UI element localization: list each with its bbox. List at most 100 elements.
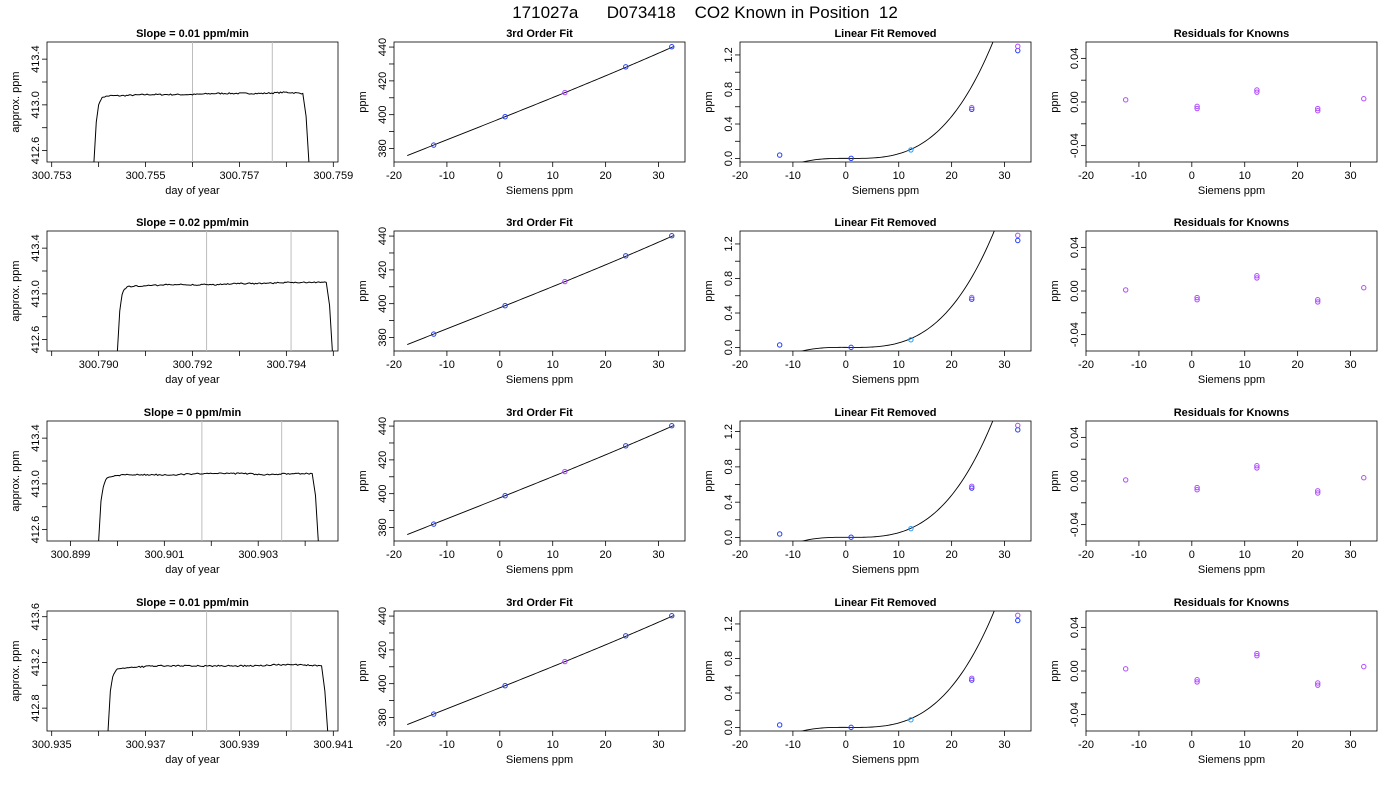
panel-r1-lin: Linear Fit Removed -20 -10 0 10 20 30 0.0 0.4 0.8… <box>703 217 1032 386</box>
data-point <box>1315 680 1321 686</box>
y-axis-label: approx. ppm <box>10 640 22 701</box>
y-axis-label: ppm <box>703 470 715 491</box>
data-point <box>1254 653 1260 659</box>
x-tick-label: -20 <box>732 359 748 371</box>
x-tick-label: 300.937 <box>126 739 166 751</box>
panel-title: 3rd Order Fit <box>506 28 573 40</box>
y-axis-label: ppm <box>357 280 369 301</box>
x-axis-label: Siemens ppm <box>852 564 919 576</box>
y-axis-label: ppm <box>1049 280 1061 301</box>
data-point <box>1361 285 1367 291</box>
plot-frame <box>1085 610 1378 732</box>
panel-r0-fit: 3rd Order Fit -20 -10 0 10 20 30 380 400 420 440 Si… <box>357 28 686 197</box>
data-point <box>1254 273 1260 279</box>
data-point <box>502 114 508 120</box>
data-point <box>1015 237 1021 244</box>
x-tick-label: -10 <box>1131 359 1147 371</box>
data-point <box>908 717 914 723</box>
data-point <box>1315 108 1321 114</box>
data-point <box>1122 287 1129 293</box>
data-point <box>1122 477 1129 483</box>
data-point <box>969 296 975 302</box>
y-axis-label: ppm <box>1049 91 1061 112</box>
y-tick-label: 0.04 <box>1069 48 1081 69</box>
x-tick-label: 0 <box>1189 359 1195 371</box>
plot-frame <box>1085 230 1378 352</box>
y-tick-label: 0.8 <box>723 82 735 97</box>
x-tick-label: 10 <box>1239 549 1251 561</box>
x-axis-label: Siemens ppm <box>852 185 919 197</box>
y-tick-label: 1.2 <box>723 616 735 631</box>
x-tick-label: -10 <box>439 739 455 751</box>
y-tick-label: 413.2 <box>30 649 42 677</box>
x-tick-label: 30 <box>1344 549 1356 561</box>
data-point <box>430 711 437 717</box>
panel-r2-fit: 3rd Order Fit -20 -10 0 10 20 30 380 400 420 440 Si… <box>357 407 686 576</box>
panel-title: Slope = 0.01 ppm/min <box>136 597 249 609</box>
y-tick-label: 0.0 <box>723 151 735 166</box>
data-point <box>1315 682 1321 688</box>
data-point <box>1254 465 1260 471</box>
plot-area <box>116 231 333 351</box>
panel-title: Linear Fit Removed <box>834 597 936 609</box>
y-tick-label: 440 <box>377 417 389 435</box>
x-axis-label: Siemens ppm <box>1198 564 1265 576</box>
y-tick-label: 0.04 <box>1069 427 1081 448</box>
x-tick-label: 20 <box>1292 170 1304 182</box>
x-tick-label: 10 <box>1239 170 1251 182</box>
plot-area <box>776 611 1021 731</box>
plot-area <box>1122 87 1367 114</box>
x-tick-label: 300.899 <box>51 549 91 561</box>
plot-area <box>407 233 675 345</box>
y-tick-label: 0.4 <box>723 116 735 131</box>
y-tick-label: 0.00 <box>1069 660 1081 681</box>
x-tick-label: 10 <box>893 170 905 182</box>
y-axis-label: ppm <box>1049 660 1061 681</box>
data-point <box>969 677 975 683</box>
x-axis-label: Siemens ppm <box>1198 374 1265 386</box>
x-tick-label: -20 <box>386 170 402 182</box>
x-tick-label: -20 <box>732 739 748 751</box>
plot-area <box>407 423 675 535</box>
x-tick-label: 0 <box>1189 549 1195 561</box>
y-tick-label: 400 <box>377 484 389 502</box>
x-tick-label: 10 <box>1239 739 1251 751</box>
y-tick-label: 0.8 <box>723 271 735 286</box>
data-point <box>969 675 975 682</box>
x-tick-label: 10 <box>893 359 905 371</box>
plot-area <box>1122 650 1367 688</box>
data-point <box>1015 427 1021 433</box>
plot-frame <box>46 230 339 352</box>
x-tick-label: 300.757 <box>220 170 260 182</box>
plot-frame <box>393 610 686 732</box>
plot-frame <box>1085 41 1378 163</box>
plot-area <box>776 231 1021 351</box>
x-tick-label: 20 <box>946 170 958 182</box>
y-tick-label: 413.0 <box>30 280 42 308</box>
data-point <box>1361 96 1367 102</box>
y-tick-label: 0.4 <box>723 685 735 700</box>
y-tick-label: 420 <box>377 451 389 469</box>
concentration-trace <box>116 281 333 351</box>
y-tick-label: 420 <box>377 72 389 90</box>
panel-title: 3rd Order Fit <box>506 407 573 419</box>
y-tick-label: 420 <box>377 261 389 279</box>
x-tick-label: 30 <box>1344 170 1356 182</box>
plot-frame <box>393 420 686 542</box>
x-tick-label: 20 <box>1292 359 1304 371</box>
y-tick-label: 0.0 <box>723 720 735 735</box>
plot-area <box>776 421 1021 541</box>
x-tick-label: 300.792 <box>173 359 213 371</box>
data-point <box>776 722 783 728</box>
x-tick-label: 30 <box>998 170 1010 182</box>
x-tick-label: 30 <box>998 549 1010 561</box>
y-tick-label: 380 <box>377 139 389 157</box>
data-point <box>1015 43 1021 50</box>
data-point <box>1315 297 1321 303</box>
y-axis-label: approx. ppm <box>10 450 22 511</box>
data-point <box>1015 612 1021 619</box>
panel-title: Slope = 0.01 ppm/min <box>136 28 249 40</box>
x-axis-label: Siemens ppm <box>506 564 573 576</box>
plot-area <box>407 613 675 725</box>
